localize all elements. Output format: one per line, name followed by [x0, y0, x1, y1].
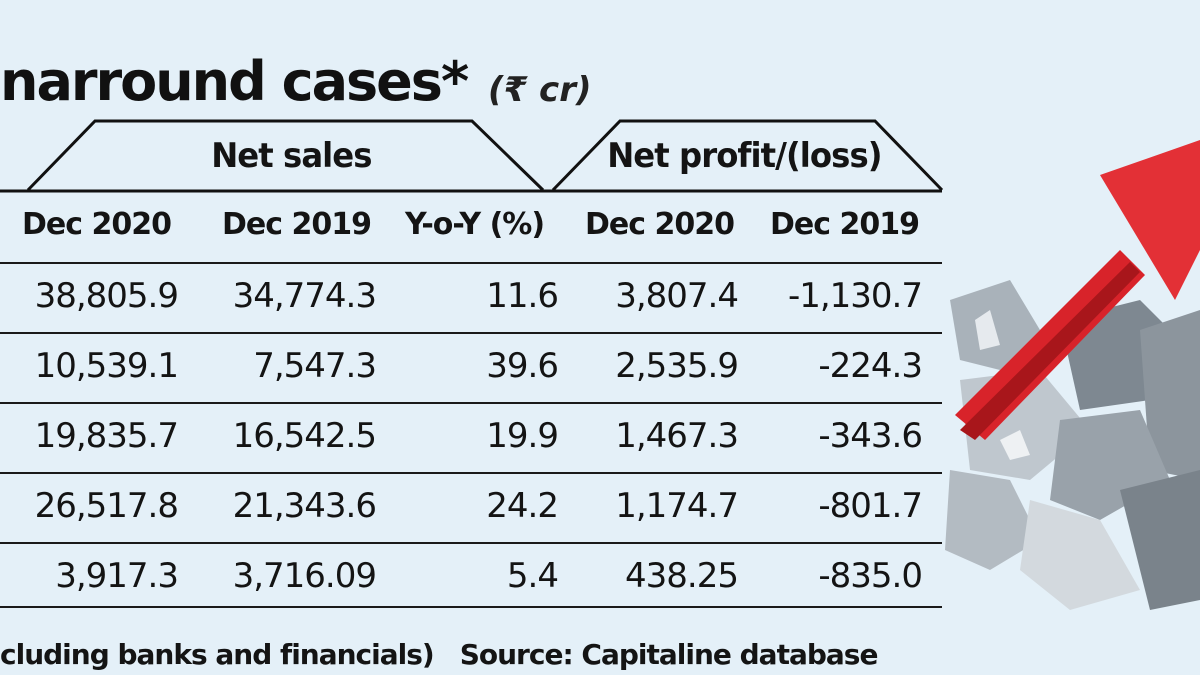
row-divider	[0, 542, 942, 544]
table-cell: 39.6	[486, 346, 559, 386]
table-cell: 5.4	[506, 556, 559, 596]
table-cell: 19,835.7	[34, 416, 179, 456]
unit-label: (₹ cr)	[488, 70, 592, 110]
chart-title: narround cases*	[0, 50, 469, 113]
table-cell: 16,542.5	[232, 416, 377, 456]
table-cell: 3,917.3	[55, 556, 179, 596]
column-header: Dec 2019	[770, 207, 920, 242]
row-divider	[0, 262, 942, 264]
red-arrow-icon	[955, 140, 1200, 440]
table-cell: 21,343.6	[232, 486, 377, 526]
column-header: Dec 2019	[222, 207, 372, 242]
table-cell: 38,805.9	[34, 276, 179, 316]
table-cell: 3,716.09	[232, 556, 377, 596]
net-sales-bracket	[26, 119, 545, 192]
table-cell: 19.9	[486, 416, 559, 456]
table-cell: -835.0	[818, 556, 923, 596]
table-cell: 438.25	[625, 556, 739, 596]
table-cell: 26,517.8	[34, 486, 179, 526]
table-cell: 24.2	[486, 486, 559, 526]
table-cell: -1,130.7	[787, 276, 923, 316]
group-label-net-profit: Net profit/(loss)	[607, 136, 882, 176]
group-label-net-sales: Net sales	[211, 136, 372, 176]
table-cell: 11.6	[486, 276, 559, 316]
row-divider	[0, 332, 942, 334]
column-header: Y-o-Y (%)	[405, 207, 545, 242]
table-cell: 1,174.7	[615, 486, 739, 526]
table-cell: 2,535.9	[615, 346, 739, 386]
table-cell: -801.7	[818, 486, 923, 526]
net-profit-bracket	[551, 119, 944, 192]
footnote: cluding banks and financials)	[0, 638, 435, 671]
table-cell: 3,807.4	[615, 276, 739, 316]
table-cell: -224.3	[818, 346, 923, 386]
table-cell: 1,467.3	[615, 416, 739, 456]
row-divider	[0, 472, 942, 474]
table-cell: 7,547.3	[253, 346, 377, 386]
column-header: Dec 2020	[585, 207, 735, 242]
table-cell: 34,774.3	[232, 276, 377, 316]
row-divider	[0, 606, 942, 608]
column-header: Dec 2020	[22, 207, 172, 242]
source-note: Source: Capitaline database	[459, 638, 879, 671]
table-cell: 10,539.1	[34, 346, 179, 386]
table-cell: -343.6	[818, 416, 923, 456]
footer: cluding banks and financials) Source: Cap…	[0, 638, 879, 671]
row-divider	[0, 402, 942, 404]
